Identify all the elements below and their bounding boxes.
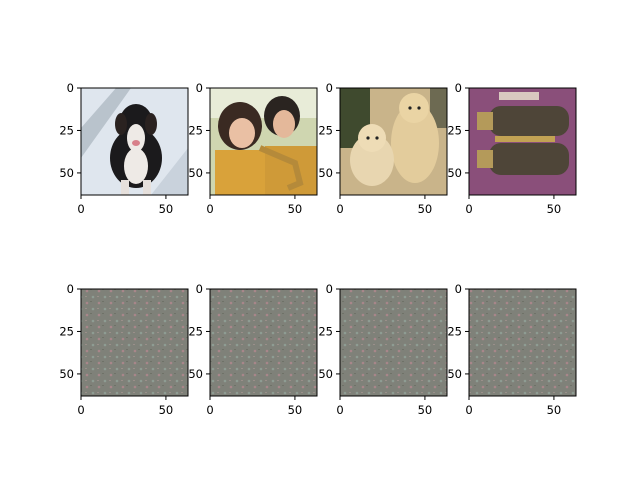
x-tick-label: 50 — [159, 403, 174, 417]
y-tick-label: 25 — [318, 123, 333, 137]
x-tick-label: 0 — [206, 403, 213, 417]
y-tick-label: 25 — [318, 324, 333, 338]
panel-image — [340, 88, 447, 195]
y-tick-label: 50 — [59, 367, 74, 381]
y-tick-label: 0 — [196, 282, 203, 296]
panel-image — [469, 88, 576, 195]
panel-r0-c3: 0 25 50 0 50 — [447, 81, 576, 216]
panel-r1-c0: 0 25 50 0 50 — [59, 282, 188, 417]
y-tick-label: 50 — [59, 166, 74, 180]
x-tick-label: 50 — [547, 202, 562, 216]
y-tick-label: 50 — [318, 166, 333, 180]
panel-r0-c1: 0 25 50 0 50 — [188, 81, 317, 216]
panel-r1-c2: 0 25 50 0 50 — [318, 282, 447, 417]
y-tick-label: 0 — [67, 282, 74, 296]
y-tick-label: 50 — [447, 166, 462, 180]
y-tick-label: 0 — [196, 81, 203, 95]
x-tick-label: 0 — [336, 202, 343, 216]
y-tick-label: 0 — [67, 81, 74, 95]
noise-image — [340, 289, 447, 396]
y-tick-label: 50 — [318, 367, 333, 381]
x-tick-label: 0 — [336, 403, 343, 417]
y-tick-label: 50 — [188, 367, 203, 381]
noise-image — [210, 289, 317, 396]
noise-image — [81, 289, 188, 396]
x-tick-label: 50 — [288, 202, 303, 216]
y-tick-label: 25 — [447, 123, 462, 137]
x-tick-label: 50 — [418, 202, 433, 216]
x-tick-label: 50 — [288, 403, 303, 417]
x-tick-label: 50 — [418, 403, 433, 417]
panel-r1-c3: 0 25 50 0 50 — [447, 282, 576, 417]
noise-image — [469, 289, 576, 396]
x-tick-label: 0 — [465, 403, 472, 417]
panel-r1-c1: 0 25 50 0 50 — [188, 282, 317, 417]
panel-r0-c2: 0 25 50 0 50 — [318, 81, 447, 216]
y-tick-label: 25 — [59, 324, 74, 338]
panel-image — [210, 88, 317, 195]
x-tick-label: 50 — [159, 202, 174, 216]
y-tick-label: 0 — [455, 81, 462, 95]
panel-image — [81, 88, 188, 195]
y-tick-label: 0 — [455, 282, 462, 296]
x-tick-label: 0 — [77, 403, 84, 417]
y-tick-label: 0 — [326, 282, 333, 296]
y-tick-label: 50 — [447, 367, 462, 381]
x-tick-label: 0 — [206, 202, 213, 216]
panel-r0-c0: 0 25 50 0 50 — [59, 81, 188, 216]
x-tick-label: 0 — [465, 202, 472, 216]
y-tick-label: 0 — [326, 81, 333, 95]
y-tick-label: 25 — [59, 123, 74, 137]
y-tick-label: 25 — [447, 324, 462, 338]
y-tick-label: 25 — [188, 123, 203, 137]
x-tick-label: 50 — [547, 403, 562, 417]
y-tick-label: 25 — [188, 324, 203, 338]
x-tick-label: 0 — [77, 202, 84, 216]
y-tick-label: 50 — [188, 166, 203, 180]
